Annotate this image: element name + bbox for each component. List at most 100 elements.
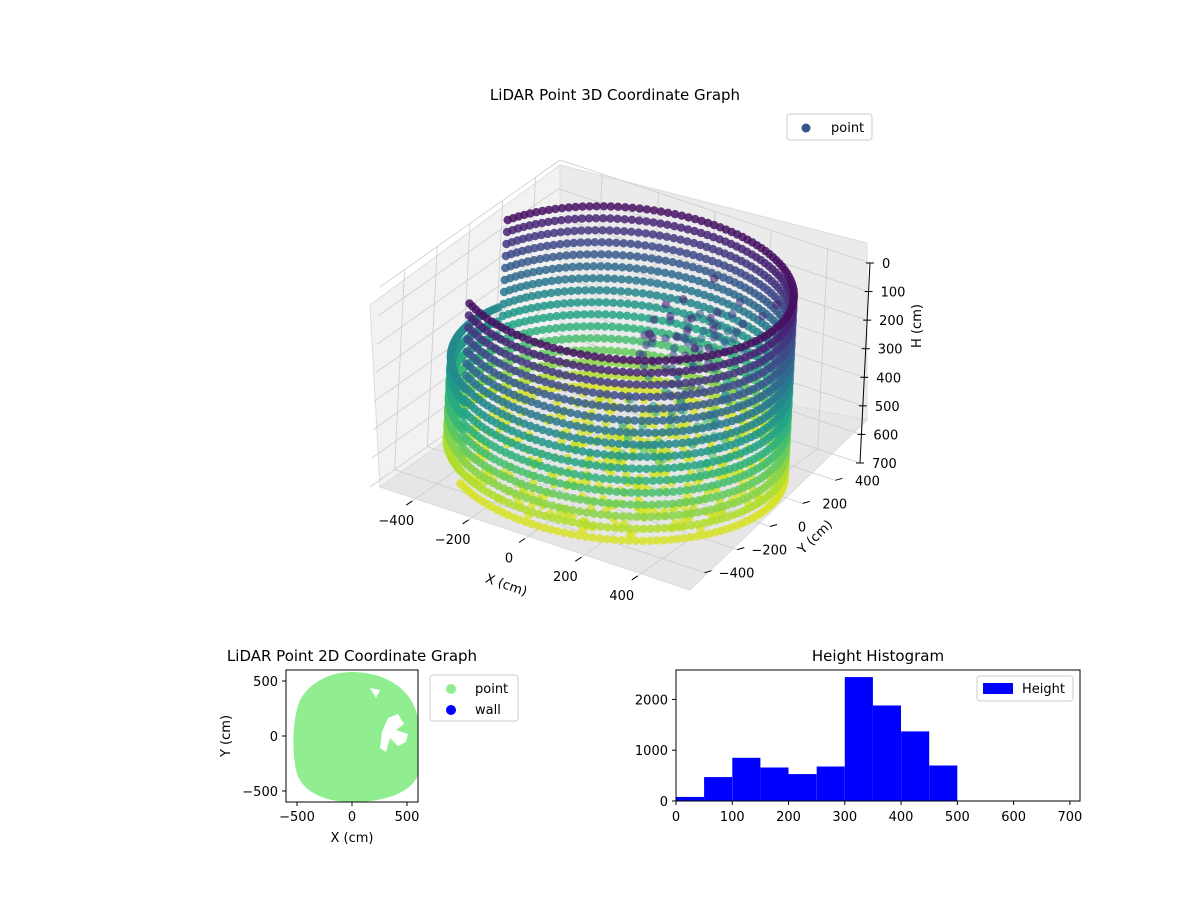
cloud-point: [586, 436, 595, 445]
y-tick-3d: [802, 500, 810, 504]
cloud-point: [611, 499, 621, 508]
y-tick-label-3d: −200: [751, 544, 787, 559]
cloud-point: [629, 440, 638, 449]
plot-frame-histogram: [675, 669, 1081, 802]
cloud-point: [551, 204, 560, 214]
cloud-point: [589, 364, 599, 373]
cloud-point: [636, 440, 645, 449]
histogram-bar: [676, 796, 705, 801]
cloud-point: [646, 266, 656, 275]
cloud-point: [705, 398, 715, 408]
cloud-point: [692, 532, 702, 541]
cloud-point: [686, 414, 695, 423]
cloud-point: [571, 202, 580, 212]
cloud-point: [649, 218, 658, 227]
grid-wall-y: [426, 246, 438, 447]
cloud-point: [656, 219, 665, 228]
cloud-point: [605, 475, 615, 484]
cloud-point: [671, 439, 680, 448]
cloud-point: [707, 362, 716, 372]
cloud-point: [607, 451, 616, 460]
cloud-point: [619, 239, 628, 248]
cloud-point: [668, 499, 677, 508]
cloud-point: [670, 463, 679, 472]
cloud-point: [710, 274, 719, 283]
cloud-point: [541, 499, 550, 509]
legend-2d-label-point: point: [475, 682, 508, 697]
cloud-point: [653, 392, 662, 401]
cloud-point: [564, 215, 573, 224]
cloud-point: [688, 497, 697, 506]
cloud-point: [665, 416, 675, 425]
cloud-point: [596, 377, 605, 386]
cloud-point: [611, 355, 621, 364]
x-axis-label-3d: X (cm): [483, 572, 529, 600]
cloud-point: [624, 392, 633, 401]
cloud-point: [674, 510, 683, 520]
cloud-point: [640, 368, 649, 377]
cloud-point: [599, 214, 608, 223]
cloud-point: [578, 202, 587, 211]
cloud-point: [585, 448, 594, 457]
cloud-point: [569, 250, 578, 260]
cloud-point: [557, 455, 566, 464]
cloud-point: [597, 238, 607, 247]
cloud-point: [557, 443, 567, 452]
histogram-bar: [901, 731, 930, 801]
cloud-point: [630, 416, 639, 425]
cloud-point: [601, 414, 611, 423]
cloud-point: [634, 228, 643, 237]
cloud-point: [538, 425, 547, 435]
cloud-point: [590, 497, 599, 506]
cloud-point: [580, 310, 589, 319]
cloud-point: [576, 350, 585, 359]
cloud-point: [645, 302, 654, 311]
cloud-point: [680, 522, 689, 531]
cloud-point: [549, 240, 558, 250]
cloud-point: [549, 465, 559, 474]
cloud-point: [561, 504, 570, 513]
y-tick-label-2d: −500: [242, 785, 278, 800]
cloud-point: [617, 524, 627, 533]
cloud-point: [639, 265, 649, 274]
cloud-point: [608, 310, 617, 319]
cloud-point: [680, 334, 689, 343]
cloud-point: [645, 392, 655, 402]
cloud-point: [646, 278, 655, 287]
cloud-point: [562, 359, 571, 368]
cloud-point: [669, 475, 678, 484]
cloud-point: [655, 488, 664, 497]
y-tick-label-3d: 200: [822, 497, 847, 512]
cloud-point: [614, 335, 623, 344]
cloud-point: [610, 274, 619, 283]
cloud-point: [566, 298, 575, 308]
cloud-point: [630, 300, 640, 309]
cloud-point: [573, 298, 582, 307]
cloud-point: [629, 324, 638, 333]
cloud-point: [626, 500, 635, 509]
cloud-point: [689, 485, 698, 494]
cloud-point: [680, 402, 689, 412]
cloud-point: [709, 325, 718, 334]
cloud-point: [596, 510, 606, 519]
cloud-point: [568, 506, 577, 515]
cloud-point: [547, 379, 556, 389]
cloud-point: [553, 527, 562, 536]
cloud-point: [501, 251, 511, 261]
legend-histogram: Height: [976, 675, 1074, 702]
cloud-point: [590, 352, 599, 361]
y-tick-label-3d: 0: [798, 521, 806, 536]
cloud-point: [688, 262, 697, 272]
cloud-point: [571, 446, 580, 455]
cloud-point: [702, 458, 712, 468]
cloud-point: [699, 518, 709, 528]
cloud-point: [631, 536, 640, 545]
cloud-point: [537, 449, 546, 459]
cloud-point: [572, 422, 582, 431]
cloud-point: [691, 437, 700, 446]
cloud-point: [571, 334, 581, 343]
cloud-point: [625, 251, 635, 260]
cloud-point: [610, 391, 619, 400]
cloud-point: [653, 279, 662, 288]
